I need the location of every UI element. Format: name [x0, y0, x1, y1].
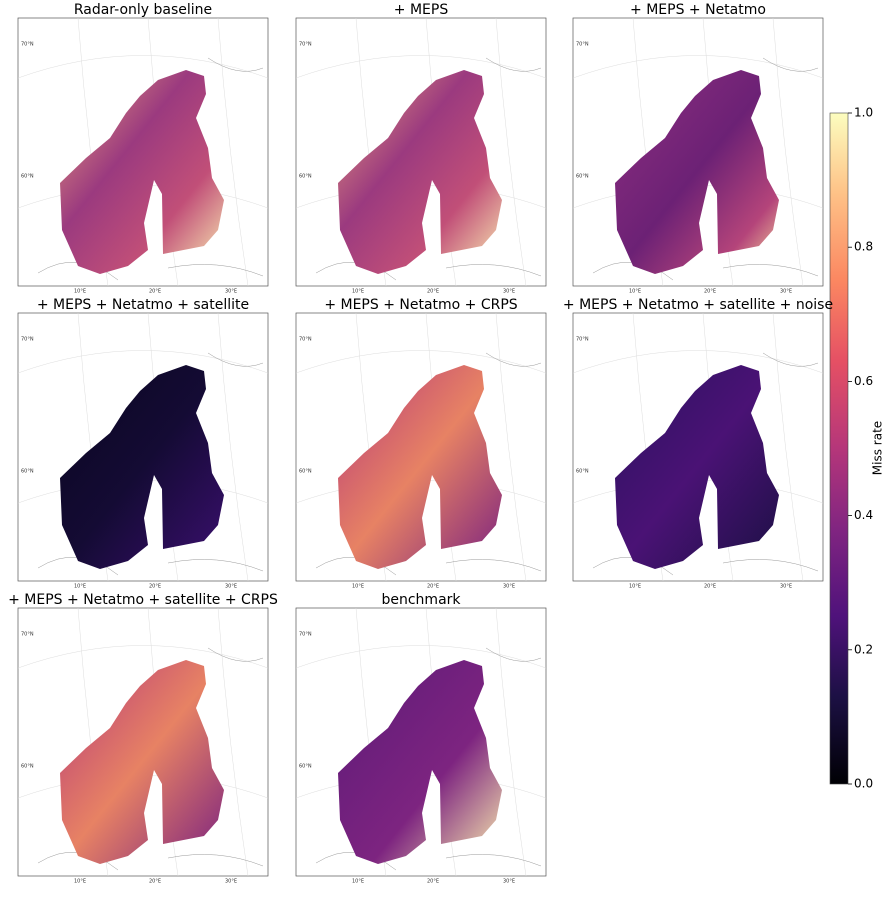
lon-label: 10°E: [352, 584, 364, 590]
graticule: [572, 350, 824, 374]
lat-label: 70°N: [21, 42, 34, 48]
lon-label: 30°E: [503, 879, 515, 885]
lat-label: 60°N: [299, 469, 312, 475]
lon-label: 10°E: [74, 584, 86, 590]
miss-rate-field: [60, 660, 224, 864]
map-panel: + MEPS + Netatmo + satellite + CRPS 70°N 6…: [8, 592, 278, 885]
lon-label: 30°E: [780, 584, 792, 590]
lat-label: 70°N: [299, 337, 312, 343]
panel-title: + MEPS + Netatmo + satellite + CRPS: [8, 592, 278, 608]
panel-title: + MEPS + Netatmo + satellite: [37, 297, 249, 313]
graticule: [17, 350, 269, 374]
miss-rate-field: [60, 70, 224, 274]
miss-rate-field: [615, 70, 779, 274]
lon-label: 10°E: [629, 584, 641, 590]
colorbar-tick-label: 0.0: [854, 777, 873, 791]
graticule: [495, 17, 527, 287]
miss-rate-field: [338, 365, 502, 569]
graticule: [295, 645, 547, 669]
lon-label: 10°E: [629, 289, 641, 295]
graticule: [217, 607, 249, 877]
graticule: [772, 17, 804, 287]
graticule: [772, 312, 804, 582]
graticule: [495, 607, 527, 877]
lon-label: 10°E: [74, 289, 86, 295]
panel-title: + MEPS + Netatmo + CRPS: [324, 297, 517, 313]
lat-label: 60°N: [299, 764, 312, 770]
colorbar-tick-label: 0.2: [854, 642, 873, 656]
lon-label: 10°E: [74, 879, 86, 885]
graticule: [295, 350, 547, 374]
lon-label: 20°E: [704, 289, 716, 295]
lon-label: 10°E: [352, 879, 364, 885]
lon-label: 20°E: [149, 879, 161, 885]
lon-label: 20°E: [427, 289, 439, 295]
lat-label: 60°N: [21, 764, 34, 770]
lon-label: 30°E: [225, 289, 237, 295]
map-panel: benchmark 70°N 60°N 10°E 20°E 30°E: [295, 592, 547, 885]
colorbar-tick-label: 0.6: [854, 374, 873, 388]
miss-rate-field: [60, 365, 224, 569]
lat-label: 60°N: [299, 174, 312, 180]
lon-label: 30°E: [780, 289, 792, 295]
lon-label: 20°E: [427, 879, 439, 885]
lon-label: 20°E: [149, 584, 161, 590]
graticule: [17, 645, 269, 669]
lat-label: 70°N: [299, 632, 312, 638]
lat-label: 70°N: [21, 337, 34, 343]
miss-rate-field: [338, 70, 502, 274]
panel-title: + MEPS: [394, 2, 449, 18]
lon-label: 20°E: [704, 584, 716, 590]
graticule: [572, 55, 824, 79]
map-panel: + MEPS 70°N 60°N 10°E 20°E 30°E: [295, 2, 547, 295]
lon-label: 20°E: [149, 289, 161, 295]
lat-label: 60°N: [21, 469, 34, 475]
lat-label: 70°N: [299, 42, 312, 48]
lon-label: 30°E: [225, 879, 237, 885]
miss-rate-field: [615, 365, 779, 569]
colorbar-tick-label: 0.4: [854, 508, 873, 522]
lon-label: 20°E: [427, 584, 439, 590]
miss-rate-field: [338, 660, 502, 864]
lat-label: 70°N: [21, 632, 34, 638]
map-panel: + MEPS + Netatmo + satellite 70°N 60°N 10°E…: [17, 297, 269, 590]
lat-label: 60°N: [21, 174, 34, 180]
lon-label: 30°E: [225, 584, 237, 590]
map-panel: + MEPS + Netatmo + satellite + noise 70°N…: [563, 297, 833, 590]
panel-title: + MEPS + Netatmo + satellite + noise: [563, 297, 833, 313]
panel-title: Radar-only baseline: [74, 2, 212, 18]
graticule: [217, 312, 249, 582]
lat-label: 60°N: [576, 174, 589, 180]
map-panel: + MEPS + Netatmo + CRPS 70°N 60°N 10°E 20°E 3…: [295, 297, 547, 590]
graticule: [295, 55, 547, 79]
colorbar-label: Miss rate: [871, 421, 885, 475]
panel-title: benchmark: [381, 592, 461, 608]
graticule: [495, 312, 527, 582]
map-panel: + MEPS + Netatmo 70°N 60°N 10°E 20°E 30°E: [572, 2, 824, 295]
lat-label: 70°N: [576, 337, 589, 343]
lon-label: 30°E: [503, 289, 515, 295]
colorbar: [829, 112, 849, 785]
colorbar-tick-label: 1.0: [854, 106, 873, 120]
lon-label: 10°E: [352, 289, 364, 295]
map-panel: Radar-only baseline 70°N 60°N 10°E 20°E 30°E: [17, 2, 269, 295]
lat-label: 70°N: [576, 42, 589, 48]
colorbar-tick-label: 0.8: [854, 240, 873, 254]
lon-label: 30°E: [503, 584, 515, 590]
panel-title: + MEPS + Netatmo: [630, 2, 766, 18]
graticule: [17, 55, 269, 79]
lat-label: 60°N: [576, 469, 589, 475]
graticule: [217, 17, 249, 287]
